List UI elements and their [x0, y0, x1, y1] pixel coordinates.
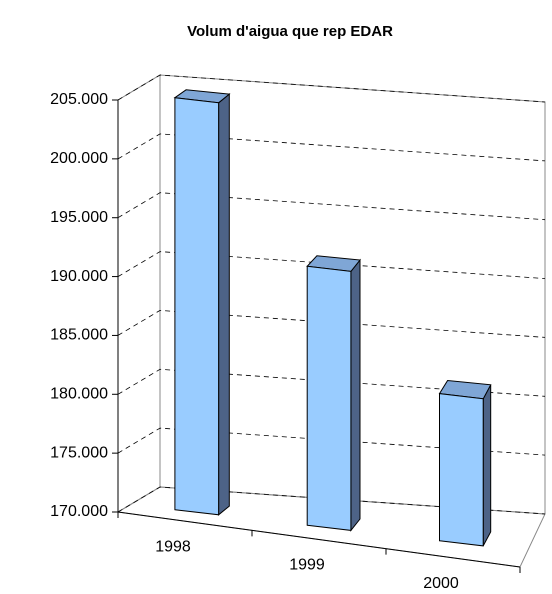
y-tick-label: 180.000 — [50, 386, 108, 403]
x-tick-label: 1999 — [289, 557, 325, 574]
chart-title: Volum d'aigua que rep EDAR — [187, 23, 393, 40]
x-axis — [117, 511, 521, 568]
y-tick-label: 200.000 — [50, 150, 108, 167]
y-tick-label: 175.000 — [50, 444, 108, 461]
bar — [439, 393, 484, 547]
y-tick-label: 195.000 — [50, 209, 108, 226]
grid-line — [117, 251, 546, 279]
grid-line — [117, 309, 546, 338]
bar-side — [218, 93, 230, 516]
y-tick-label: 205.000 — [50, 91, 108, 108]
y-tick-label: 170.000 — [50, 503, 108, 520]
bar-side — [482, 384, 492, 547]
y-tick-label: 185.000 — [50, 327, 108, 344]
bar — [306, 265, 352, 531]
x-tick-label: 1998 — [155, 538, 191, 555]
grid-line — [117, 486, 546, 515]
bar-side — [350, 258, 361, 532]
y-tick-label: 190.000 — [50, 268, 108, 285]
bar — [174, 97, 220, 516]
grid-line — [117, 133, 546, 162]
side-wall — [117, 74, 161, 513]
grid-line — [117, 368, 546, 397]
grid-line — [117, 74, 546, 103]
x-tick-label: 2000 — [423, 575, 459, 592]
grid-line — [117, 192, 546, 221]
grid-line — [117, 427, 546, 456]
